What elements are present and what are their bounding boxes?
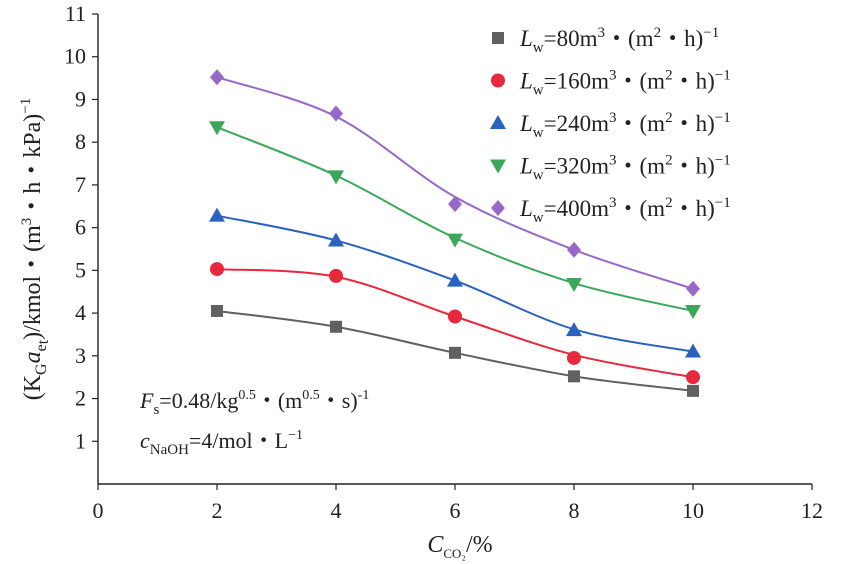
legend: Lw=80m3・(m2・h)−1 Lw=160m3・(m2・h)−1 Lw=240m…	[490, 25, 731, 226]
annotation-fs: Fs=0.48/kg0.5・(m0.5・s)-1	[139, 388, 369, 418]
data-point-series-3	[328, 232, 344, 247]
x-tick-label: 10	[682, 498, 704, 523]
y-tick-label: 5	[75, 257, 86, 282]
data-point-series-1	[568, 370, 580, 383]
data-point-series-3	[566, 322, 582, 337]
y-tick-label: 6	[75, 215, 86, 240]
legend-label-series-4: Lw=320m3・(m2・h)−1	[519, 153, 731, 184]
y-tick-label: 1	[75, 428, 86, 453]
legend-marker-series-1	[492, 32, 504, 44]
data-point-series-2	[686, 370, 700, 385]
y-tick-label: 3	[75, 343, 86, 368]
annotation-naoh: cNaOH=4/mol・L−1	[140, 428, 303, 458]
y-axis-label: (KGaet)/kmol・(m3・h・kPa)−1	[18, 98, 52, 401]
data-points	[209, 69, 701, 397]
y-tick-label: 11	[65, 1, 86, 26]
data-point-series-5	[329, 105, 343, 122]
data-point-series-2	[567, 350, 581, 365]
y-tick-label: 7	[75, 172, 86, 197]
data-point-series-5	[567, 241, 581, 258]
legend-label-series-2: Lw=160m3・(m2・h)−1	[519, 68, 731, 99]
data-point-series-4	[685, 304, 701, 319]
data-point-series-4	[328, 170, 344, 185]
data-point-series-3	[447, 272, 463, 287]
legend-marker-series-3	[490, 115, 506, 129]
data-point-series-5	[448, 196, 462, 213]
x-tick-label: 2	[212, 498, 223, 523]
legend-label-series-5: Lw=400m3・(m2・h)−1	[519, 195, 731, 226]
data-point-series-5	[686, 280, 700, 297]
data-point-series-4	[566, 278, 582, 293]
y-tick-label: 4	[75, 300, 86, 325]
x-axis-label: CCO₂/%	[427, 532, 492, 561]
y-tick-label: 9	[75, 86, 86, 111]
x-tick-label: 6	[450, 498, 461, 523]
x-tick-label: 8	[569, 498, 580, 523]
x-tick-label: 12	[801, 498, 823, 523]
legend-label-series-3: Lw=240m3・(m2・h)−1	[519, 110, 731, 141]
data-point-series-1	[687, 384, 699, 397]
y-tick-label: 8	[75, 129, 86, 154]
data-point-series-2	[448, 309, 462, 324]
y-tick-label: 10	[64, 44, 86, 69]
data-point-series-4	[447, 233, 463, 248]
x-tick-label: 0	[93, 498, 104, 523]
data-point-series-3	[209, 207, 225, 222]
legend-marker-series-4	[490, 159, 506, 174]
legend-marker-series-5	[491, 200, 505, 216]
data-point-series-2	[329, 268, 343, 283]
legend-marker-series-2	[491, 73, 505, 88]
data-point-series-2	[210, 262, 224, 277]
legend-label-series-1: Lw=80m3・(m2・h)−1	[519, 25, 719, 56]
data-point-series-5	[210, 69, 224, 86]
fit-line-series-5	[216, 76, 694, 290]
x-tick-label: 4	[331, 498, 342, 523]
data-point-series-3	[685, 343, 701, 358]
data-point-series-1	[211, 304, 223, 317]
data-point-series-4	[209, 121, 225, 136]
y-tick-label: 2	[75, 386, 86, 411]
data-point-series-1	[330, 320, 342, 333]
data-point-series-1	[449, 346, 461, 359]
